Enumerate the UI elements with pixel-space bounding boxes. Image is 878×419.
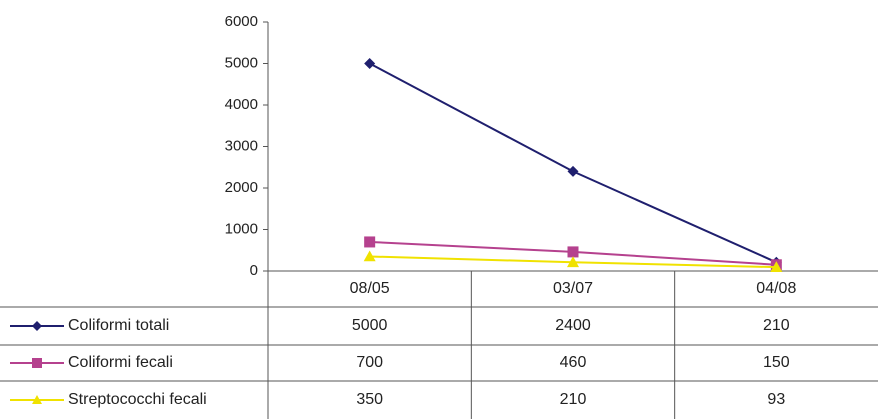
y-tick-label: 0 (250, 262, 258, 279)
data-table-value: 2400 (555, 317, 591, 334)
y-tick-label: 1000 (225, 220, 258, 237)
data-point (770, 261, 783, 272)
y-tick-label: 3000 (225, 137, 258, 154)
data-point (364, 236, 376, 248)
legend-entry: Coliformi fecali (68, 354, 173, 371)
chart-series (363, 58, 783, 272)
y-tick-label: 4000 (225, 96, 258, 113)
y-tick-label: 5000 (225, 54, 258, 71)
y-axis-ticks: 0 1000 2000 3000 4000 5000 6000 (225, 13, 268, 279)
data-table-value: 700 (356, 354, 383, 371)
x-category-label: 04/08 (756, 280, 796, 297)
data-point (32, 358, 42, 368)
data-table-value: 350 (356, 391, 383, 408)
y-tick-label: 2000 (225, 179, 258, 196)
data-point (567, 246, 579, 258)
data-table-value: 210 (763, 317, 790, 334)
legend-entry: Coliformi totali (68, 317, 169, 334)
series-line (369, 62, 777, 264)
data-table: 08/05 03/07 04/08 Coliformi totali 5000 2400 2… (0, 271, 878, 419)
data-table-value: 93 (767, 391, 785, 408)
x-category-label: 08/05 (350, 280, 390, 297)
data-point (363, 250, 376, 262)
data-table-value: 5000 (352, 317, 388, 334)
series-1 (364, 58, 782, 268)
data-point (567, 165, 579, 177)
data-point (32, 395, 42, 404)
data-point (32, 321, 42, 331)
data-table-value: 150 (763, 354, 790, 371)
data-table-value: 210 (560, 391, 587, 408)
series-3 (363, 250, 783, 272)
legend-entry: Streptococchi fecali (68, 391, 207, 408)
x-category-label: 03/07 (553, 280, 593, 297)
data-point (567, 256, 579, 268)
chart-axes (267, 22, 878, 272)
y-tick-label: 6000 (225, 13, 258, 30)
data-point (364, 58, 376, 69)
data-table-value: 460 (560, 354, 587, 371)
